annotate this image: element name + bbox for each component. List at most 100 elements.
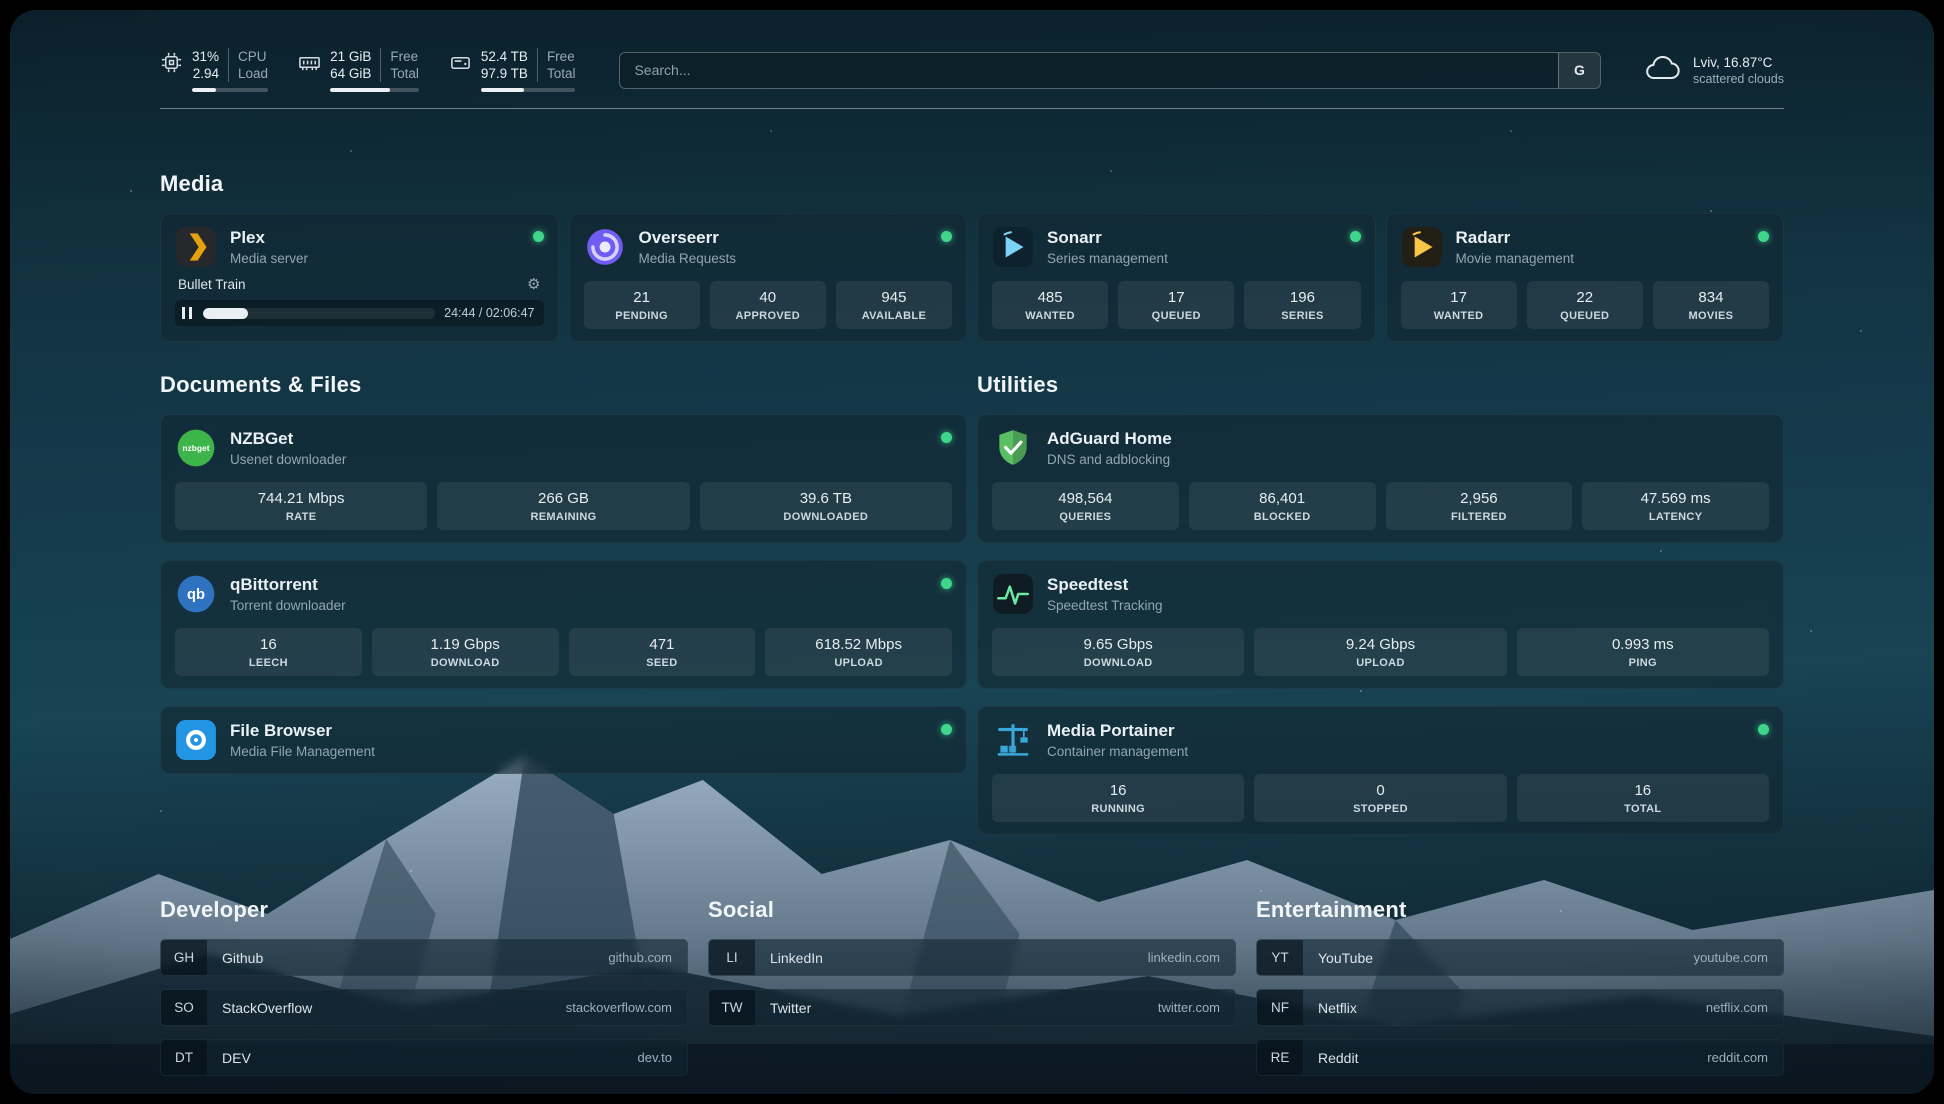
plex-icon[interactable] bbox=[175, 226, 217, 268]
settings-gear-icon[interactable]: ⚙ bbox=[527, 276, 541, 293]
bookmark-url: youtube.com bbox=[1693, 950, 1768, 965]
stat-value: 16 bbox=[260, 636, 277, 653]
bookmark-youtube[interactable]: YT YouTube youtube.com bbox=[1256, 939, 1784, 976]
stat-label: WANTED bbox=[1025, 310, 1075, 322]
stat-box: 0 STOPPED bbox=[1254, 774, 1507, 822]
stat-box: 945 AVAILABLE bbox=[835, 281, 953, 329]
service-stats: 485 WANTED 17 QUEUED 196 SERIES bbox=[992, 281, 1361, 329]
stat-box: 16 TOTAL bbox=[1516, 774, 1769, 822]
now-playing-title: Bullet Train bbox=[178, 277, 246, 292]
bookmark-list-social: LI LinkedIn linkedin.com TW Twitter twit… bbox=[708, 939, 1236, 1026]
service-description: Usenet downloader bbox=[230, 452, 347, 467]
service-stats: 16 RUNNING 0 STOPPED 16 TOTAL bbox=[992, 774, 1769, 822]
stat-value: 618.52 Mbps bbox=[815, 636, 902, 653]
bookmark-abbr: DT bbox=[161, 1040, 207, 1075]
service-name[interactable]: qBittorrent bbox=[230, 575, 318, 594]
service-stats: 9.65 Gbps DOWNLOAD 9.24 Gbps UPLOAD 0.99… bbox=[992, 628, 1769, 676]
stat-label: QUEUED bbox=[1151, 310, 1201, 322]
stat-box: 0.993 ms PING bbox=[1516, 628, 1769, 676]
service-name[interactable]: Plex bbox=[230, 228, 265, 247]
svg-text:nzbget: nzbget bbox=[183, 443, 210, 453]
stat-value: 485 bbox=[1037, 289, 1063, 306]
nzbget-icon[interactable]: nzbget bbox=[175, 427, 217, 469]
section-title-developer: Developer bbox=[160, 897, 269, 922]
radarr-icon[interactable] bbox=[1401, 226, 1443, 268]
stat-label: BLOCKED bbox=[1253, 511, 1311, 523]
service-name[interactable]: Media Portainer bbox=[1047, 721, 1175, 740]
section-title-entertainment: Entertainment bbox=[1256, 897, 1407, 922]
bookmark-url: reddit.com bbox=[1707, 1050, 1768, 1065]
service-description: Media Requests bbox=[638, 251, 737, 266]
stat-label: SEED bbox=[646, 657, 678, 669]
bookmark-reddit[interactable]: RE Reddit reddit.com bbox=[1256, 1039, 1784, 1076]
service-name[interactable]: NZBGet bbox=[230, 429, 294, 448]
disk-total: 97.9 TB bbox=[480, 66, 528, 81]
bookmark-github[interactable]: GH Github github.com bbox=[160, 939, 688, 976]
bookmark-list-developer: GH Github github.com SO StackOverflow st… bbox=[160, 939, 688, 1076]
stat-value: 17 bbox=[1167, 289, 1185, 306]
memory-progress-bar bbox=[330, 88, 419, 92]
portainer-icon[interactable] bbox=[992, 719, 1034, 761]
stat-value: 0 bbox=[1376, 782, 1385, 799]
stat-value: 16 bbox=[1634, 782, 1652, 799]
stat-label: QUERIES bbox=[1059, 511, 1112, 523]
weather-widget: Lviv, 16.87°C scattered clouds bbox=[1645, 53, 1784, 88]
stat-box: 9.65 Gbps DOWNLOAD bbox=[992, 628, 1245, 676]
search-provider-button[interactable]: G bbox=[1557, 52, 1600, 88]
status-dot bbox=[1758, 231, 1769, 242]
sonarr-icon[interactable] bbox=[992, 226, 1034, 268]
stat-box: 1.19 Gbps DOWNLOAD bbox=[371, 628, 559, 676]
service-name[interactable]: Speedtest bbox=[1047, 575, 1129, 594]
service-name[interactable]: AdGuard Home bbox=[1047, 429, 1172, 448]
cpu-load: 2.94 bbox=[192, 66, 220, 81]
search-input[interactable] bbox=[620, 52, 1558, 88]
bookmark-twitter[interactable]: TW Twitter twitter.com bbox=[708, 989, 1236, 1026]
stat-box: 485 WANTED bbox=[992, 281, 1109, 329]
adguard-icon[interactable] bbox=[992, 427, 1034, 469]
stat-box: 196 SERIES bbox=[1244, 281, 1361, 329]
stat-box: 2,956 FILTERED bbox=[1385, 482, 1573, 530]
stat-label: STOPPED bbox=[1353, 803, 1408, 815]
pause-button[interactable] bbox=[180, 305, 194, 321]
service-description: Series management bbox=[1047, 251, 1168, 266]
filebrowser-icon[interactable] bbox=[175, 719, 217, 761]
memory-free-label: Free bbox=[390, 49, 419, 64]
service-name[interactable]: File Browser bbox=[230, 721, 333, 740]
bookmark-abbr: RE bbox=[1257, 1040, 1303, 1075]
bookmark-name: Reddit bbox=[1318, 1049, 1359, 1066]
playback-progress-track[interactable] bbox=[203, 307, 436, 319]
bookmark-list-entertainment: YT YouTube youtube.com NF Netflix netfli… bbox=[1256, 939, 1784, 1076]
bookmark-stackoverflow[interactable]: SO StackOverflow stackoverflow.com bbox=[160, 989, 688, 1026]
stat-box: 17 WANTED bbox=[1400, 281, 1517, 329]
service-card-speedtest: Speedtest Speedtest Tracking 9.65 Gbps D… bbox=[977, 560, 1784, 689]
bookmark-netflix[interactable]: NF Netflix netflix.com bbox=[1256, 989, 1784, 1026]
service-stats: 17 WANTED 22 QUEUED 834 MOVIES bbox=[1400, 281, 1770, 329]
disk-free: 52.4 TB bbox=[480, 49, 528, 64]
stat-label: PENDING bbox=[615, 310, 668, 322]
stat-label: QUEUED bbox=[1560, 310, 1610, 322]
now-playing-widget: Bullet Train ⚙ 24:44 / 02:06:47 bbox=[175, 277, 544, 326]
service-name[interactable]: Radarr bbox=[1455, 228, 1511, 247]
stat-label: LATENCY bbox=[1648, 511, 1703, 523]
section-utilities: Utilities bbox=[977, 372, 1784, 835]
bookmark-name: LinkedIn bbox=[770, 949, 823, 966]
status-dot bbox=[941, 432, 952, 443]
speedtest-icon[interactable] bbox=[992, 573, 1034, 615]
cloud-icon bbox=[1645, 53, 1681, 88]
playback-time: 24:44 / 02:06:47 bbox=[444, 306, 535, 320]
service-card-nzbget: nzbget NZBGet Usenet downloader 744.21 M… bbox=[160, 414, 967, 543]
bookmark-dev[interactable]: DT DEV dev.to bbox=[160, 1039, 688, 1076]
qbittorrent-icon[interactable]: qb bbox=[175, 573, 217, 615]
service-card-adguard: AdGuard Home DNS and adblocking 498,564 … bbox=[977, 414, 1784, 543]
overseerr-icon[interactable] bbox=[584, 226, 626, 268]
resource-widgets: 31% 2.94 CPU Load bbox=[160, 48, 576, 92]
disk-widget: 52.4 TB 97.9 TB Free Total bbox=[449, 48, 576, 92]
bookmark-name: Netflix bbox=[1318, 999, 1357, 1016]
stat-value: 744.21 Mbps bbox=[257, 490, 345, 507]
memory-widget: 21 GiB 64 GiB Free Total bbox=[298, 48, 419, 92]
service-name[interactable]: Overseerr bbox=[638, 228, 719, 247]
bookmark-linkedin[interactable]: LI LinkedIn linkedin.com bbox=[708, 939, 1236, 976]
stat-label: RUNNING bbox=[1091, 803, 1146, 815]
service-name[interactable]: Sonarr bbox=[1047, 228, 1102, 247]
section-developer: Developer GH Github github.com SO StackO… bbox=[160, 897, 688, 1076]
